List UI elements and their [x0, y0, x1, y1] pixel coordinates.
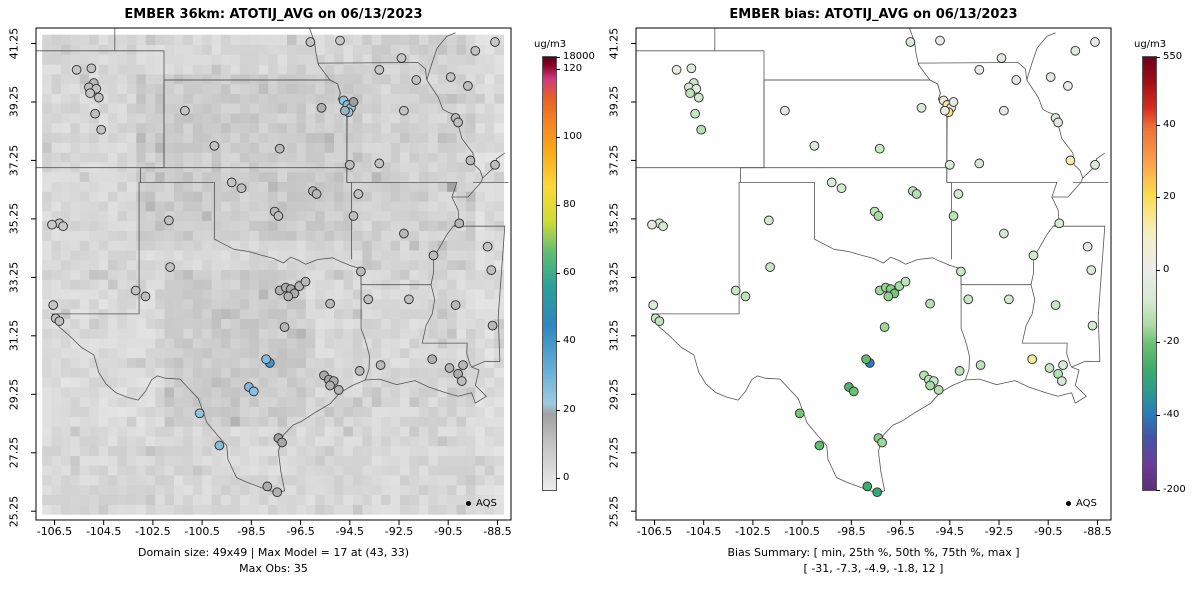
- colorbar-tick-label: 100: [563, 130, 583, 142]
- colorbar-tick-mark: [556, 409, 560, 411]
- colorbar-tick-label: 80: [563, 198, 576, 210]
- x-tick-label: -90.5: [434, 525, 463, 538]
- colorbar-tick-mark: [556, 273, 560, 275]
- colorbar-tick-mark: [556, 204, 560, 206]
- model-caption-line-1: Domain size: 49x49 | Max Model = 17 at (…: [137, 546, 409, 559]
- x-tick-label: -102.5: [135, 525, 171, 538]
- y-tick-label: 25.25: [7, 495, 21, 527]
- colorbar-tick-label: 0: [1163, 263, 1170, 275]
- x-tick-label: -104.5: [85, 525, 122, 538]
- x-tick-label: -92.5: [984, 525, 1014, 538]
- model-panel-title: EMBER 36km: ATOTIJ_AVG on 06/13/2023: [124, 7, 423, 22]
- x-tick-label: -96.5: [286, 525, 315, 538]
- aqs-legend-dot-icon: [1066, 501, 1071, 506]
- x-tick-label: -106.5: [36, 525, 73, 538]
- y-tick-label: 33.25: [607, 261, 621, 294]
- colorbar-tick-label: -20: [1163, 335, 1180, 347]
- x-tick-label: -92.5: [384, 525, 414, 538]
- colorbar-tick-mark: [556, 477, 560, 479]
- colorbar-tick-mark: [556, 68, 560, 70]
- colorbar-tick-mark: [556, 57, 560, 58]
- colorbar-tick-label: 18000: [563, 51, 595, 62]
- colorbar-tick-mark: [1156, 269, 1160, 271]
- model-caption-line-2: Max Obs: 35: [239, 562, 308, 575]
- colorbar-tick-label: 0: [563, 471, 570, 483]
- y-tick-label: 31.25: [607, 320, 621, 352]
- x-tick-label: -88.5: [1083, 525, 1112, 538]
- x-tick-label: -98.5: [237, 525, 266, 538]
- y-tick-label: 41.25: [607, 27, 621, 60]
- x-tick-label: -98.5: [837, 525, 866, 538]
- model-caption: Domain size: 49x49 | Max Model = 17 at (…: [36, 545, 511, 577]
- colorbar-tick-label: 60: [563, 267, 576, 279]
- y-tick-label: 29.25: [607, 378, 621, 411]
- colorbar-tick-mark: [1156, 341, 1160, 343]
- x-tick-label: -94.5: [935, 525, 965, 538]
- colorbar-tick-mark: [1156, 196, 1160, 198]
- y-tick-label: 25.25: [607, 495, 621, 527]
- aqs-legend-label: AQS: [476, 498, 497, 509]
- x-tick-label: -96.5: [886, 525, 915, 538]
- model-aqs-legend: AQS: [466, 498, 497, 509]
- x-tick-label: -100.5: [184, 525, 220, 538]
- bias-caption-line-1: Bias Summary: [ min, 25th %, 50th %, 75t…: [727, 546, 1020, 559]
- colorbar-tick-label: 40: [1163, 118, 1176, 130]
- y-tick-label: 37.25: [7, 144, 21, 177]
- bias-panel-title: EMBER bias: ATOTIJ_AVG on 06/13/2023: [729, 7, 1018, 22]
- colorbar-tick-label: 20: [563, 403, 576, 415]
- y-tick-label: 41.25: [7, 27, 21, 60]
- x-tick-label: -106.5: [636, 525, 673, 538]
- aqs-legend-dot-icon: [466, 501, 471, 506]
- colorbar-tick-mark: [556, 136, 560, 138]
- colorbar-tick-mark: [1156, 414, 1160, 416]
- x-tick-label: -100.5: [784, 525, 820, 538]
- colorbar-tick-label: 120: [563, 62, 583, 74]
- y-tick-label: 39.25: [7, 86, 21, 118]
- colorbar-tick-label: -200: [1163, 484, 1186, 495]
- y-tick-label: 37.25: [607, 144, 621, 177]
- y-tick-label: 39.25: [607, 86, 621, 118]
- x-tick-label: -102.5: [735, 525, 771, 538]
- bias-colorbar: [1142, 56, 1157, 491]
- model-map: [31, 27, 512, 525]
- colorbar-tick-label: 550: [1163, 51, 1183, 62]
- model-panel: EMBER 36km: ATOTIJ_AVG on 06/13/2023 ug/…: [7, 7, 595, 577]
- x-tick-label: -104.5: [685, 525, 722, 538]
- y-tick-label: 27.25: [7, 437, 21, 469]
- model-colorbar-units-label: ug/m3: [534, 39, 567, 50]
- x-tick-label: -88.5: [483, 525, 512, 538]
- bias-caption: Bias Summary: [ min, 25th %, 50th %, 75t…: [636, 545, 1111, 577]
- y-tick-label: 35.25: [7, 203, 21, 235]
- colorbar-tick-label: 20: [1163, 190, 1176, 202]
- model-colorbar: [542, 56, 557, 491]
- colorbar-tick-label: 40: [563, 335, 576, 347]
- y-tick-label: 35.25: [607, 203, 621, 235]
- bias-caption-line-2: [ -31, -7.3, -4.9, -1.8, 12 ]: [803, 562, 944, 575]
- bias-panel: EMBER bias: ATOTIJ_AVG on 06/13/2023 ug/…: [600, 0, 1200, 600]
- x-tick-label: -94.5: [335, 525, 365, 538]
- y-tick-label: 31.25: [7, 320, 21, 352]
- bias-colorbar-units-label: ug/m3: [1134, 39, 1167, 50]
- colorbar-tick-mark: [1156, 57, 1160, 58]
- colorbar-tick-mark: [1156, 124, 1160, 126]
- bias-map: [631, 27, 1112, 525]
- y-tick-label: 29.25: [7, 378, 21, 411]
- aqs-legend-label: AQS: [1076, 498, 1097, 509]
- bias-aqs-legend: AQS: [1066, 498, 1097, 509]
- colorbar-tick-label: -40: [1163, 408, 1180, 420]
- x-tick-label: -90.5: [1034, 525, 1063, 538]
- colorbar-tick-mark: [556, 341, 560, 343]
- y-tick-label: 33.25: [7, 261, 21, 294]
- colorbar-tick-mark: [1156, 490, 1160, 491]
- y-tick-label: 27.25: [607, 437, 621, 469]
